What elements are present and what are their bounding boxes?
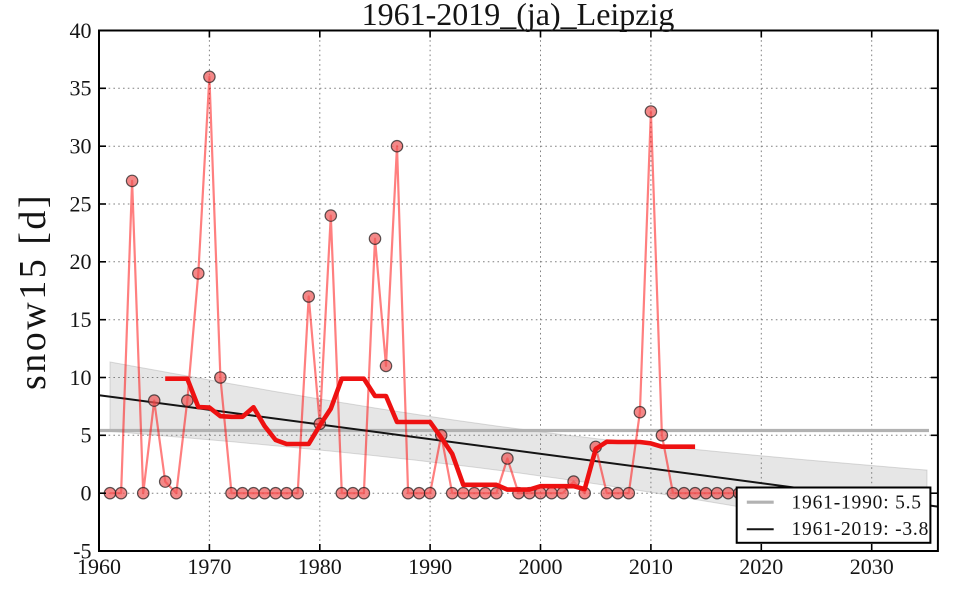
svg-text:-5: -5 <box>73 538 91 563</box>
svg-text:1980: 1980 <box>298 554 342 579</box>
svg-text:5: 5 <box>81 423 92 448</box>
svg-text:1960: 1960 <box>77 554 121 579</box>
svg-text:2000: 2000 <box>519 554 563 579</box>
svg-text:2020: 2020 <box>739 554 783 579</box>
svg-text:2030: 2030 <box>850 554 894 579</box>
svg-text:35: 35 <box>70 76 92 101</box>
svg-text:25: 25 <box>70 191 92 216</box>
svg-text:30: 30 <box>70 134 92 159</box>
svg-text:40: 40 <box>70 18 92 43</box>
svg-text:snow15 [d]: snow15 [d] <box>12 193 54 390</box>
svg-text:1990: 1990 <box>408 554 452 579</box>
svg-text:1961-2019: -3.8: 1961-2019: -3.8 <box>792 519 930 540</box>
svg-text:15: 15 <box>70 307 92 332</box>
svg-text:1961-2019_(ja)_Leipzig: 1961-2019_(ja)_Leipzig <box>362 0 675 32</box>
svg-text:10: 10 <box>70 365 92 390</box>
svg-text:20: 20 <box>70 249 92 274</box>
svg-text:1961-1990: 5.5: 1961-1990: 5.5 <box>792 493 922 514</box>
svg-text:0: 0 <box>81 481 92 506</box>
svg-text:1970: 1970 <box>187 554 231 579</box>
svg-text:2010: 2010 <box>629 554 673 579</box>
